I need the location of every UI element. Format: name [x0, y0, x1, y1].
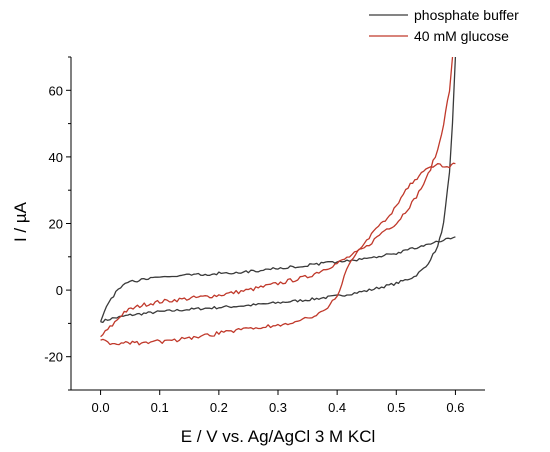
- y-tick-label: 60: [49, 83, 63, 98]
- ticks: 0.0 0.1 0.2 0.3 0.4 0.5 0.6 -20 0 20 40 60: [44, 56, 464, 415]
- legend-label-phosphate-buffer: phosphate buffer: [414, 7, 519, 23]
- legend: phosphate buffer 40 mM glucose: [369, 7, 519, 44]
- x-tick-label: 0.1: [151, 400, 169, 415]
- y-tick-label: 0: [56, 283, 63, 298]
- series-line-phosphate-buffer-reverse: [99, 236, 456, 322]
- legend-label-glucose: 40 mM glucose: [414, 28, 509, 44]
- series-line-glucose-forward: [100, 56, 454, 338]
- x-tick-label: 0.0: [92, 400, 110, 415]
- x-tick-label: 0.5: [387, 400, 405, 415]
- x-tick-label: 0.3: [269, 400, 287, 415]
- x-tick-label: 0.4: [328, 400, 346, 415]
- x-axis-label: E / V vs. Ag/AgCl 3 M KCl: [181, 427, 376, 446]
- x-tick-label: 0.6: [446, 400, 464, 415]
- y-tick-label: 40: [49, 150, 63, 165]
- y-tick-label: -20: [44, 350, 63, 365]
- y-tick-label: 20: [49, 217, 63, 232]
- y-axis-label: I / µA: [11, 201, 30, 242]
- series-line-phosphate-buffer-forward: [100, 56, 457, 324]
- axes: [70, 57, 485, 391]
- series-line-glucose-reverse: [100, 162, 456, 346]
- series: [99, 56, 457, 346]
- x-tick-label: 0.2: [210, 400, 228, 415]
